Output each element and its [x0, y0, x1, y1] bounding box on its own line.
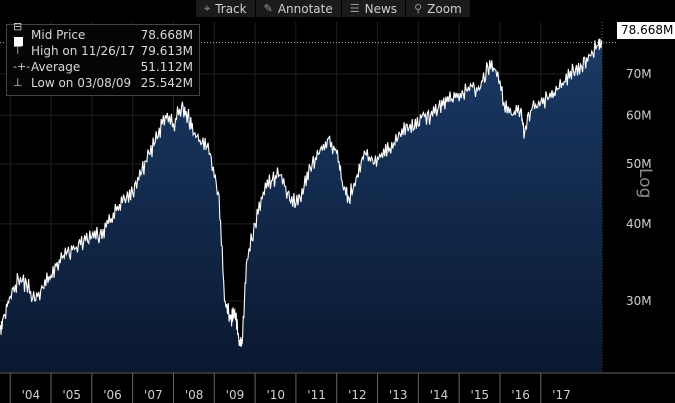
- legend-panel[interactable]: ⊟ Mid Price 78.668M ⊤ High on 11/26/17 7…: [6, 20, 200, 96]
- legend-value: 79.613M: [140, 44, 193, 58]
- legend-row-high: ⊤ High on 11/26/17 79.613M: [7, 43, 199, 59]
- legend-label: Average: [31, 60, 81, 74]
- legend-label: Low on 03/08/09: [31, 76, 132, 90]
- legend-row-mid-price[interactable]: ⊟ Mid Price 78.668M: [7, 20, 199, 46]
- track-label: Track: [215, 1, 247, 16]
- price-area: [0, 38, 602, 373]
- pencil-icon: ✎: [263, 2, 273, 15]
- x-tick-label: '04: [22, 388, 41, 402]
- magnifier-icon: ⚲: [414, 2, 423, 15]
- average-marker-icon: -+-: [13, 60, 31, 73]
- chart-toolbar: ⌖ Track ✎ Annotate ☰ News ⚲ Zoom: [196, 0, 471, 17]
- x-tick-label: '07: [144, 388, 163, 402]
- news-button[interactable]: ☰ News: [341, 0, 407, 17]
- last-price-badge: 78.668M: [617, 22, 675, 39]
- legend-row-average: -+- Average 51.112M: [7, 59, 199, 75]
- legend-value: 25.542M: [140, 76, 193, 90]
- legend-value: 78.668M: [140, 28, 193, 42]
- legend-value: 51.112M: [140, 60, 193, 74]
- y-tick-label: 40M: [626, 217, 652, 231]
- price-line: [0, 38, 603, 348]
- legend-label: Mid Price: [31, 28, 86, 42]
- zoom-label: Zoom: [427, 1, 462, 16]
- legend-row-low: ⊥ Low on 03/08/09 25.542M: [7, 75, 199, 91]
- y-axis-scale-label[interactable]: Log: [635, 168, 655, 199]
- mid-price-swatch-icon: [14, 37, 23, 46]
- y-tick-label: 30M: [626, 294, 652, 308]
- x-tick-label: '14: [430, 388, 449, 402]
- legend-collapse-icon[interactable]: ⊟: [13, 19, 31, 51]
- annotate-label: Annotate: [277, 1, 333, 16]
- y-axis: 30M 40M 50M 60M 70M: [626, 67, 652, 308]
- x-tick-label: '16: [511, 388, 530, 402]
- x-tick-label: '10: [266, 388, 285, 402]
- annotate-button[interactable]: ✎ Annotate: [255, 0, 342, 17]
- x-tick-label: '15: [471, 388, 490, 402]
- crosshair-icon: ⌖: [204, 1, 211, 15]
- x-tick-label: '12: [348, 388, 367, 402]
- zoom-button[interactable]: ⚲ Zoom: [406, 0, 471, 17]
- x-axis: '04 '05 '06 '07 '08 '09 '10 '11 '12 '13 '14 '15 '16 '…: [0, 372, 675, 403]
- x-tick-label: '08: [185, 388, 204, 402]
- x-tick-label: '17: [552, 388, 571, 402]
- news-label: News: [364, 1, 398, 16]
- news-icon: ☰: [349, 2, 360, 15]
- high-marker-icon: ⊤: [13, 44, 23, 57]
- x-tick-label: '13: [389, 388, 408, 402]
- y-tick-label: 60M: [626, 108, 652, 122]
- low-marker-icon: ⊥: [13, 76, 23, 89]
- x-tick-label: '05: [62, 388, 81, 402]
- y-tick-label: 50M: [626, 157, 652, 171]
- track-button[interactable]: ⌖ Track: [196, 0, 256, 17]
- legend-label: High on 11/26/17: [31, 44, 136, 58]
- y-tick-label: 70M: [626, 67, 652, 81]
- x-tick-label: '09: [226, 388, 245, 402]
- x-tick-label: '06: [103, 388, 122, 402]
- x-tick-label: '11: [307, 388, 326, 402]
